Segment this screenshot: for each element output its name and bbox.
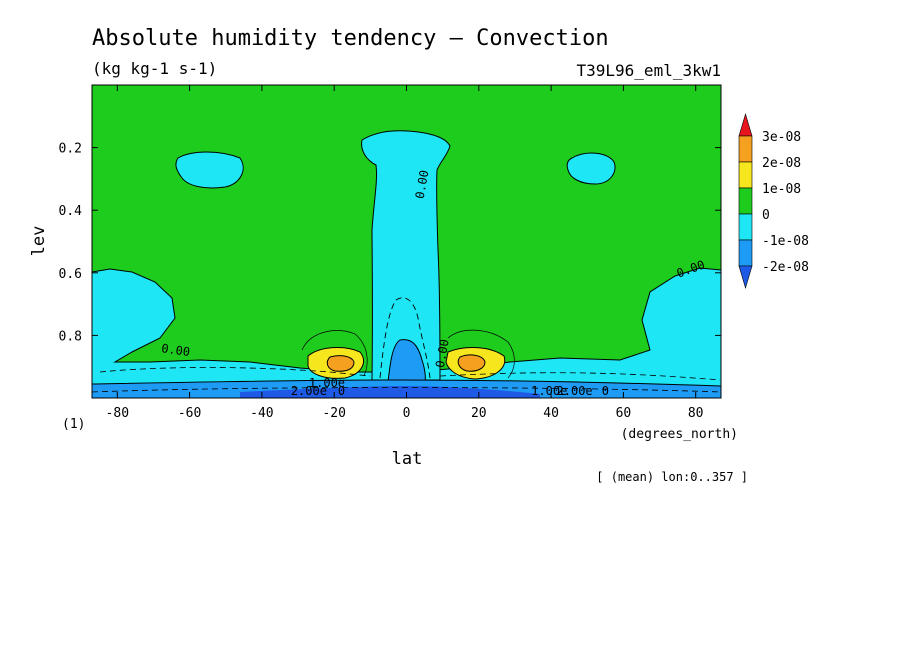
equatorial-core-region [387,339,426,385]
nh-upper-patch [566,152,616,185]
mean-note: [ (mean) lon:0..357 ] [596,470,748,484]
nh-dashed-contour [439,372,721,381]
colorbar-swatch [738,187,753,215]
y-tick-label: 0.8 [59,329,82,344]
colorbar-label: -2e-08 [762,260,809,275]
sh-positive-core [326,355,355,372]
colorbar-swatch [738,161,753,189]
equatorial-column-region [361,130,451,381]
sh-positive-contour [301,330,368,377]
contour-label: 0.00 [433,338,452,369]
colorbar-extend-bottom [738,265,753,290]
x-tick-label: -60 [178,406,201,421]
x-axis-label: lat [392,449,423,469]
colorbar-swatch [738,239,753,267]
surface-dashed-contour [92,387,721,393]
colorbar-label: 1e-08 [762,182,801,197]
chart-title: Absolute humidity tendency — Convection [92,26,609,51]
units-label: (kg kg-1 s-1) [92,59,217,78]
surface-strong-negative [240,386,540,398]
x-tick-label: 0 [403,406,411,421]
contour-label: 0 [338,384,345,398]
colorbar-label: 0 [762,208,770,223]
x-tick-label: 60 [616,406,632,421]
contour-label: 0.00 [160,341,191,359]
colorbar-label: 3e-08 [762,130,801,145]
x-tick-label: -80 [106,406,129,421]
sh-upper-patch [175,151,244,189]
contour-label: 0.00 [413,169,432,200]
x-tick-label: -40 [250,406,273,421]
plot-area [92,85,721,398]
sh-dashed-contour [99,367,371,377]
colorbar-label: 2e-08 [762,156,801,171]
run-label: T39L96_eml_3kw1 [577,61,722,80]
colorbar-swatch [738,135,753,163]
y-axis-ticks: 0.2 0.4 0.6 0.8 [59,142,721,344]
contour-label: 1.00e [531,384,567,398]
colorbar-swatch [738,213,753,241]
y-tick-label: 0.4 [59,204,83,219]
equatorial-dashed-contour [379,297,431,379]
y-tick-label: 0.2 [59,142,82,157]
x-tick-label: 20 [471,406,487,421]
y-axis-label: lev [29,226,49,257]
x-tick-label: -20 [322,406,345,421]
nh-positive-core [457,354,486,372]
y-tick-label: 0.6 [59,267,82,282]
contour-label: 0 [602,384,609,398]
x-tick-label: 80 [688,406,704,421]
contour-label: 2.00e [557,384,593,398]
panel-label: (1) [62,417,85,432]
nh-positive-contour [447,329,515,379]
colorbar: 3e-08 2e-08 1e-08 0 -1e-08 -2e-08 [738,112,809,290]
x-tick-label: 40 [543,406,559,421]
colorbar-label: -1e-08 [762,234,809,249]
contour-label: 1.00e [309,376,345,390]
colorbar-extend-top [738,112,753,137]
contour-label: 2.00e [291,384,327,398]
x-axis-ticks: -80 -60 -40 -20 0 20 40 60 80 [106,85,704,421]
x-units-label: (degrees_north) [621,427,738,442]
